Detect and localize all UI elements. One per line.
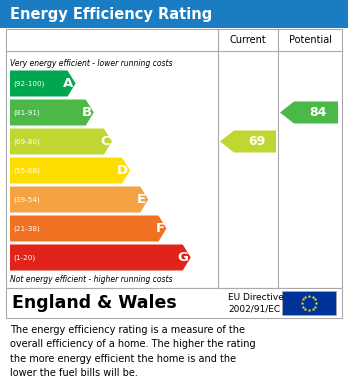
Text: (81-91): (81-91) [13,109,40,116]
Text: Potential: Potential [288,35,332,45]
Text: (69-80): (69-80) [13,138,40,145]
Polygon shape [10,99,94,126]
Polygon shape [10,244,191,271]
Text: (55-68): (55-68) [13,167,40,174]
Text: Not energy efficient - higher running costs: Not energy efficient - higher running co… [10,275,173,284]
Bar [6,29,342,288]
Polygon shape [10,215,166,242]
Text: EU Directive
2002/91/EC: EU Directive 2002/91/EC [228,292,284,314]
Bar [282,291,336,315]
Text: The energy efficiency rating is a measure of the
overall efficiency of a home. T: The energy efficiency rating is a measur… [10,325,256,378]
Text: (1-20): (1-20) [13,254,35,261]
Text: Very energy efficient - lower running costs: Very energy efficient - lower running co… [10,59,173,68]
Polygon shape [220,131,276,152]
Polygon shape [10,187,148,212]
Text: E: E [137,193,146,206]
Polygon shape [10,129,112,154]
Text: (21-38): (21-38) [13,225,40,232]
Text: (92-100): (92-100) [13,80,45,87]
Text: A: A [63,77,73,90]
Bar [6,288,342,318]
Polygon shape [280,102,338,124]
Text: Energy Efficiency Rating: Energy Efficiency Rating [10,7,212,22]
Polygon shape [10,70,76,97]
Text: 69: 69 [248,135,266,148]
Text: Current: Current [230,35,266,45]
Text: F: F [155,222,165,235]
Text: 84: 84 [309,106,327,119]
Text: C: C [100,135,110,148]
Text: (39-54): (39-54) [13,196,40,203]
Text: England & Wales: England & Wales [12,294,177,312]
Text: D: D [117,164,128,177]
Text: B: B [82,106,92,119]
Bar [0,0,348,28]
Polygon shape [10,158,130,183]
Text: G: G [178,251,189,264]
